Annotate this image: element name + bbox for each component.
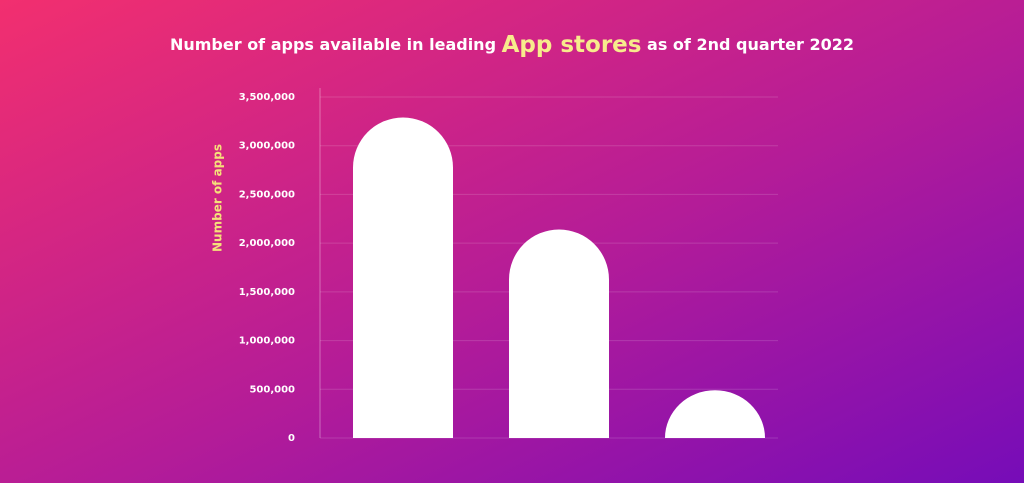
chart-title: Number of apps available in leading App … xyxy=(170,32,854,58)
y-axis-label: Number of apps xyxy=(211,144,225,252)
title-part: as of 2nd quarter 2022 xyxy=(647,35,854,54)
title-part: Number of apps available in leading xyxy=(170,35,496,54)
y-tick-label: 0 xyxy=(288,433,295,444)
y-tick-label: 3,000,000 xyxy=(239,141,295,152)
y-tick-label: 3,500,000 xyxy=(239,92,295,103)
title-highlight: App stores xyxy=(502,32,642,58)
y-tick-label: 2,000,000 xyxy=(239,238,295,249)
bar xyxy=(664,390,765,438)
bar xyxy=(353,117,453,439)
y-tick-label: 1,000,000 xyxy=(239,336,295,347)
bar xyxy=(509,229,609,438)
y-tick-label: 1,500,000 xyxy=(239,287,295,298)
y-tick-label: 500,000 xyxy=(249,384,295,395)
y-tick-label: 2,500,000 xyxy=(239,189,295,200)
